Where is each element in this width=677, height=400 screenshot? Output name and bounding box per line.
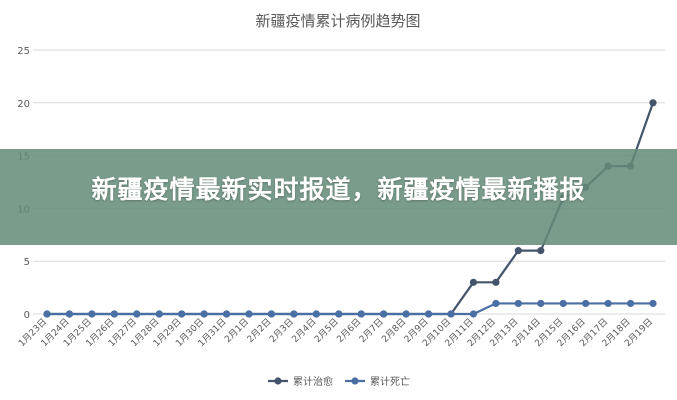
data-point <box>380 310 388 318</box>
data-point <box>514 299 522 308</box>
data-point <box>222 310 231 318</box>
data-point <box>559 299 567 308</box>
series-line <box>47 302 653 316</box>
data-point <box>447 310 455 318</box>
data-point <box>178 310 186 318</box>
x-tick-label: 2月3日 <box>267 316 296 345</box>
legend-label: 累计治愈 <box>293 375 333 388</box>
data-point <box>110 310 118 318</box>
data-point <box>626 299 635 308</box>
data-point <box>492 278 500 286</box>
y-tick-label: 25 <box>17 46 30 57</box>
x-tick-label: 2月4日 <box>290 316 319 345</box>
x-tick-label: 2月5日 <box>312 316 341 345</box>
series-2 <box>43 299 657 318</box>
data-point <box>335 310 343 318</box>
data-point <box>200 310 208 318</box>
data-point <box>133 310 141 318</box>
data-point <box>65 310 74 318</box>
legend-swatch-marker <box>351 377 359 385</box>
data-point <box>537 247 545 255</box>
chart-title: 新疆疫情累计病例趋势图 <box>255 12 420 30</box>
data-point <box>649 299 657 308</box>
y-tick-label: 20 <box>17 99 30 110</box>
data-point <box>357 310 365 318</box>
data-point <box>267 310 276 318</box>
legend-item: 累计死亡 <box>345 375 410 388</box>
data-point <box>290 310 298 318</box>
data-point <box>245 310 253 318</box>
data-point <box>604 299 612 308</box>
data-point <box>582 299 590 308</box>
legend-item: 累计治愈 <box>268 375 333 388</box>
x-tick-label: 2月7日 <box>357 316 386 345</box>
headline-text: 新疆疫情最新实时报道，新疆疫情最新播报 <box>91 175 586 204</box>
data-point <box>88 310 96 318</box>
data-point <box>312 310 320 318</box>
headline-banner: 新疆疫情最新实时报道，新疆疫情最新播报 <box>0 149 677 245</box>
data-point <box>43 310 51 318</box>
data-point <box>649 99 657 107</box>
legend-swatch-marker <box>274 377 282 385</box>
x-tick-label: 2月2日 <box>245 316 274 345</box>
x-axis: 1月23日1月24日1月25日1月26日1月27日1月28日1月29日1月30日… <box>16 316 655 349</box>
data-point <box>537 299 545 308</box>
data-point <box>469 278 478 286</box>
data-point <box>402 310 410 318</box>
x-tick-label: 2月6日 <box>335 316 364 345</box>
legend: 累计治愈 累计死亡 <box>268 375 410 388</box>
x-tick-label: 2月1日 <box>223 316 252 345</box>
data-point <box>469 310 478 318</box>
x-tick-label: 2月8日 <box>380 316 409 345</box>
data-point <box>514 247 522 255</box>
y-tick-label: 5 <box>24 257 30 268</box>
data-point <box>492 299 500 308</box>
data-point <box>155 310 163 318</box>
data-point <box>424 310 433 318</box>
legend-label: 累计死亡 <box>370 375 410 388</box>
y-tick-label: 0 <box>24 310 30 321</box>
